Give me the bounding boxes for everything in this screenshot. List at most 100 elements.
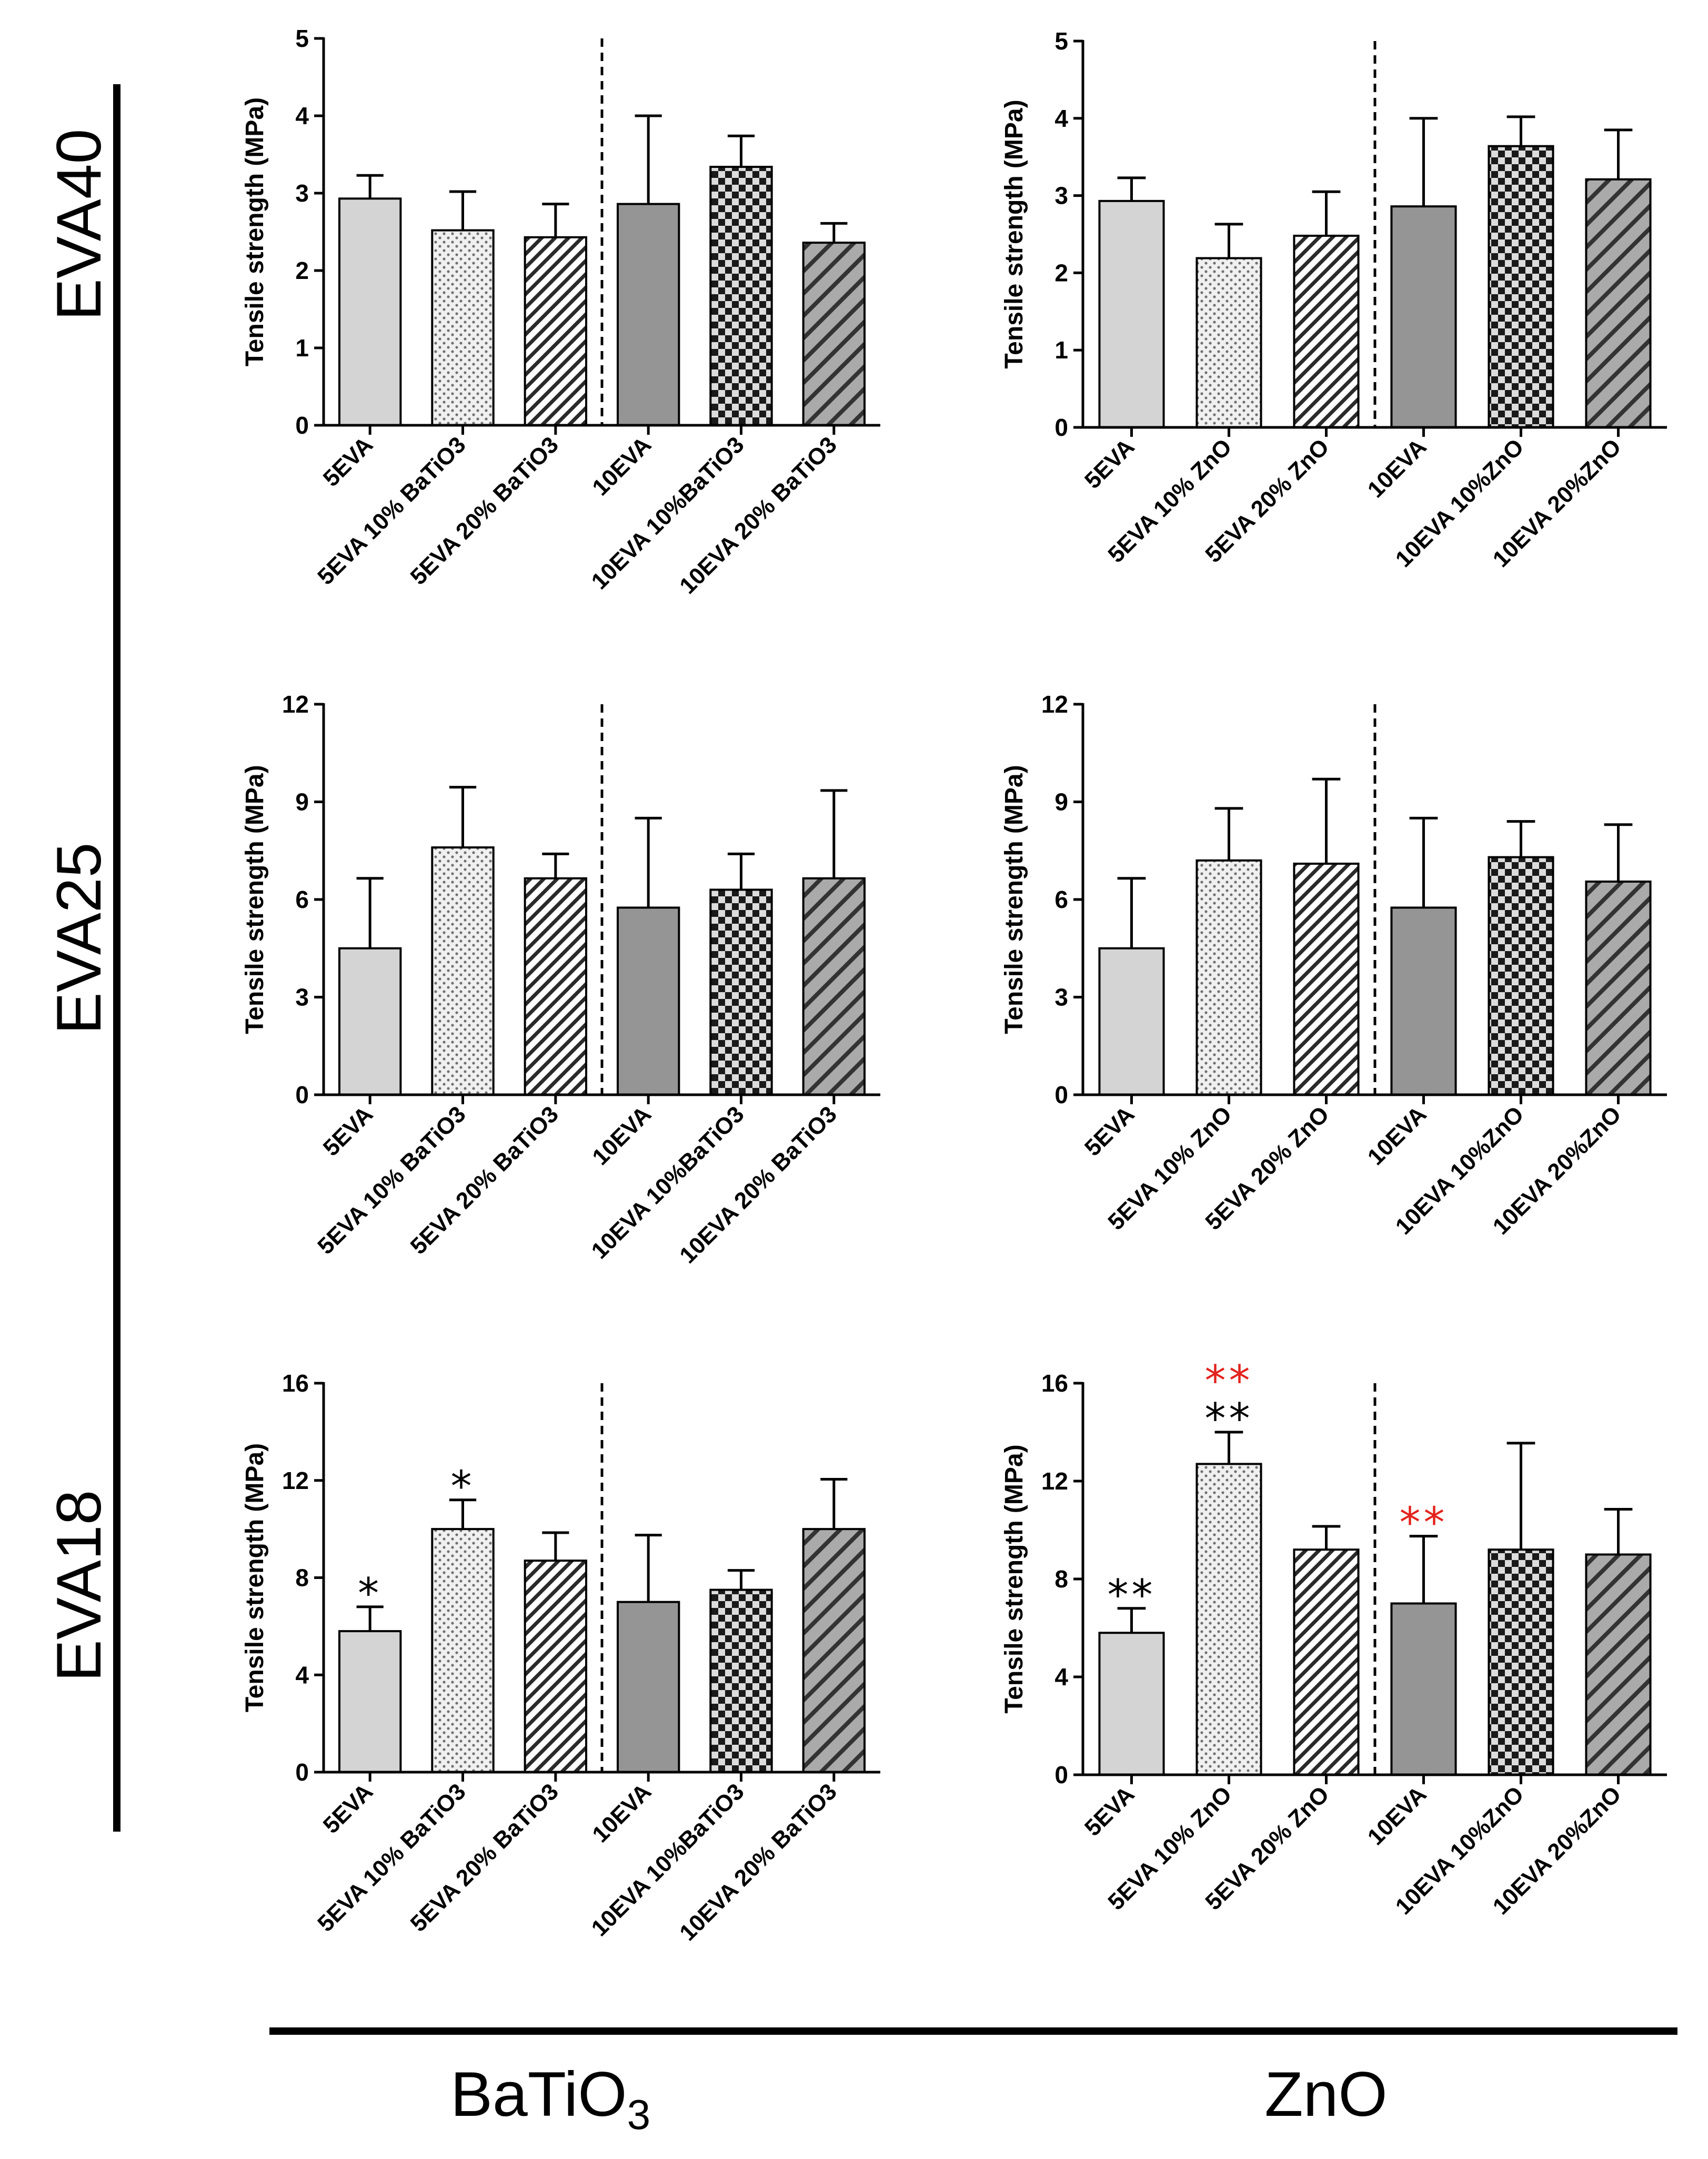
- y-tick-label: 8: [295, 1564, 309, 1592]
- bar: [431, 229, 495, 426]
- bar: [1195, 859, 1262, 1096]
- bar: [1390, 906, 1457, 1096]
- y-tick-label: 4: [1054, 105, 1068, 132]
- significance-marker: **: [1108, 1571, 1156, 1620]
- bar: [1098, 1632, 1165, 1776]
- bar: [431, 846, 495, 1096]
- y-tick-label: 8: [1054, 1565, 1068, 1593]
- y-tick-label: 1: [1054, 336, 1068, 364]
- bar: [709, 1588, 773, 1773]
- x-tick-label: 10EVA 20% BaTiO3: [675, 432, 842, 599]
- significance-marker: **: [1205, 1356, 1253, 1405]
- y-tick-label: 9: [1054, 788, 1068, 816]
- x-tick-label: 10EVA: [587, 432, 656, 501]
- bar: [1488, 145, 1554, 428]
- y-tick-label: 12: [282, 1467, 309, 1494]
- y-tick-label: 0: [1054, 414, 1068, 441]
- bar: [1585, 1553, 1652, 1776]
- y-tick-label: 4: [1054, 1663, 1068, 1691]
- significance-marker: **: [1205, 1394, 1253, 1443]
- y-axis-label: Tensile strength (MPa): [1000, 1444, 1028, 1713]
- x-tick-label: 10EVA: [1363, 1101, 1432, 1170]
- bar: [616, 203, 680, 426]
- significance-marker: *: [358, 1569, 382, 1618]
- x-tick-label: 5EVA: [318, 432, 378, 492]
- y-tick-label: 3: [295, 984, 309, 1011]
- bar: [802, 1528, 866, 1773]
- y-tick-label: 12: [1041, 1467, 1068, 1495]
- x-tick-label: 10EVA: [1363, 1781, 1432, 1850]
- bar: [1390, 205, 1457, 428]
- x-tick-label: 5EVA: [1080, 434, 1140, 494]
- y-tick-label: 0: [1054, 1081, 1068, 1108]
- bar: [524, 236, 588, 426]
- x-tick-label: 10EVA: [587, 1101, 656, 1170]
- y-axis-label: Tensile strength (MPa): [241, 1443, 269, 1712]
- x-tick-label: 10EVA: [1363, 434, 1432, 503]
- y-tick-label: 2: [295, 257, 309, 284]
- bar: [1488, 1548, 1554, 1776]
- bar: [1585, 880, 1652, 1096]
- y-tick-label: 6: [295, 886, 309, 913]
- y-axis-label: Tensile strength (MPa): [1000, 99, 1028, 368]
- column-label-batio3: BaTiO3: [314, 2058, 787, 2139]
- y-tick-label: 4: [295, 102, 309, 129]
- bar: [338, 197, 402, 426]
- bar: [709, 166, 773, 426]
- y-tick-label: 4: [295, 1661, 309, 1688]
- y-tick-label: 5: [1054, 27, 1068, 55]
- y-tick-label: 0: [295, 1758, 309, 1786]
- x-tick-label: 5EVA: [1080, 1781, 1140, 1841]
- bar: [1098, 199, 1165, 428]
- x-tick-label: 10EVA: [587, 1778, 656, 1847]
- bar: [431, 1528, 495, 1773]
- column-label-batio3-subscript: 3: [627, 2091, 651, 2138]
- x-tick-label: 10EVA 20% BaTiO3: [675, 1778, 842, 1946]
- x-tick-label: 10EVA 20% BaTiO3: [675, 1101, 842, 1268]
- x-tick-label: 10EVA 10%BaTiO3: [587, 1778, 749, 1941]
- bar: [1293, 234, 1360, 428]
- y-axis-label: Tensile strength (MPa): [241, 97, 269, 366]
- x-tick-label: 5EVA: [318, 1101, 378, 1161]
- y-tick-label: 12: [1041, 691, 1068, 718]
- bar: [1293, 862, 1360, 1096]
- bar: [1488, 856, 1554, 1096]
- bar: [1195, 257, 1262, 428]
- y-axis-label: Tensile strength (MPa): [241, 765, 269, 1034]
- y-tick-label: 0: [295, 1081, 309, 1108]
- x-tick-label: 5EVA: [1080, 1101, 1140, 1161]
- column-label-zno: ZnO: [1264, 2059, 1388, 2130]
- bar: [1293, 1548, 1360, 1776]
- y-tick-label: 16: [282, 1370, 309, 1397]
- x-tick-label: 10EVA 10%BaTiO3: [587, 432, 749, 594]
- bar: [1098, 947, 1165, 1096]
- significance-marker: **: [1400, 1498, 1448, 1547]
- y-tick-label: 3: [1054, 984, 1068, 1011]
- row-divider-line: [113, 84, 120, 1832]
- bar: [616, 906, 680, 1096]
- bar: [338, 1630, 402, 1774]
- x-tick-label: 10EVA 10%BaTiO3: [587, 1101, 749, 1264]
- y-tick-label: 3: [295, 179, 309, 207]
- bar: [1390, 1602, 1457, 1776]
- significance-marker: *: [451, 1462, 475, 1511]
- x-tick-label: 5EVA: [318, 1778, 378, 1838]
- y-tick-label: 5: [295, 25, 309, 52]
- column-divider-line: [269, 2027, 1677, 2035]
- bar: [1585, 178, 1652, 428]
- y-axis-label: Tensile strength (MPa): [1000, 765, 1028, 1034]
- y-tick-label: 3: [1054, 182, 1068, 209]
- column-label-batio3-text: BaTiO: [450, 2059, 627, 2130]
- y-tick-label: 12: [282, 691, 309, 718]
- y-tick-label: 9: [295, 788, 309, 816]
- y-tick-label: 0: [1054, 1761, 1068, 1788]
- y-tick-label: 16: [1041, 1370, 1068, 1397]
- bar: [709, 888, 773, 1096]
- bar: [616, 1601, 680, 1773]
- bar: [802, 242, 866, 426]
